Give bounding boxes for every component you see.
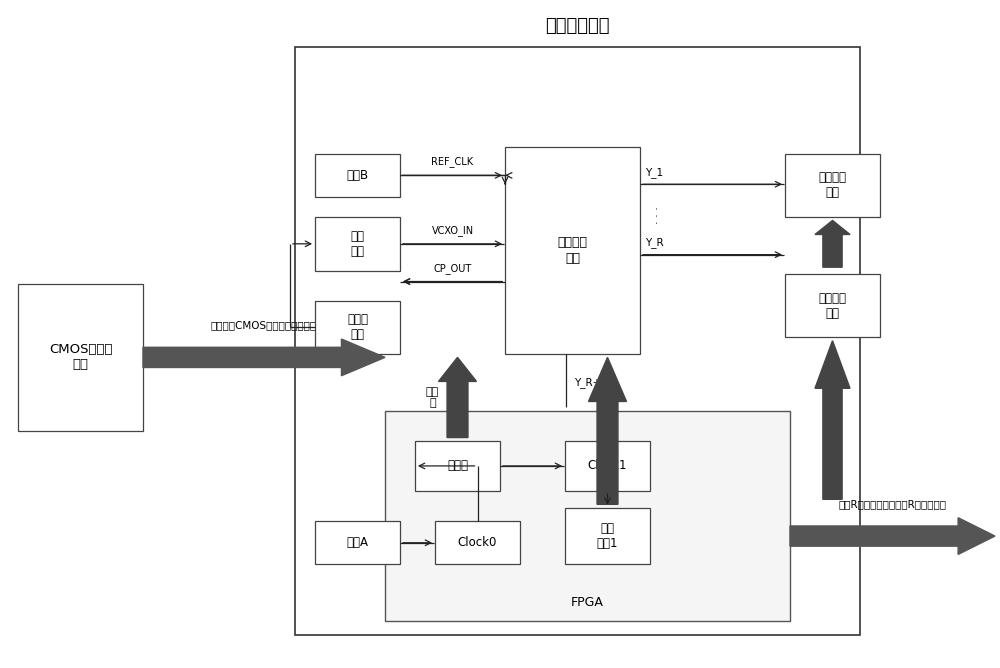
Bar (415, 441, 500, 491)
Polygon shape (790, 518, 995, 554)
Text: 接收来自CMOS传感器的图像数据: 接收来自CMOS传感器的图像数据 (211, 321, 317, 331)
Text: 配置字: 配置字 (447, 460, 468, 472)
Bar (785, 154, 880, 217)
Bar (385, 411, 790, 621)
Text: CP_OUT: CP_OUT (433, 263, 472, 274)
Text: Y_R+1: Y_R+1 (574, 377, 608, 388)
Text: 晶振A: 晶振A (347, 536, 368, 549)
Text: 时钟管理
芯片: 时钟管理 芯片 (558, 236, 588, 265)
Text: FPGA: FPGA (571, 597, 604, 609)
Text: Y_1: Y_1 (645, 166, 663, 178)
Text: 压控
晶振: 压控 晶振 (351, 230, 364, 258)
Bar (18, 284, 143, 431)
Bar (295, 47, 860, 635)
Bar (315, 521, 400, 564)
Text: 高速数传
芯片: 高速数传 芯片 (818, 172, 846, 199)
Polygon shape (588, 357, 626, 504)
Polygon shape (815, 341, 850, 500)
Bar (505, 147, 640, 354)
Text: Y_R: Y_R (645, 237, 664, 248)
Bar (315, 301, 400, 354)
Text: 环路滤
波器: 环路滤 波器 (347, 313, 368, 341)
Text: 数据
处理1: 数据 处理1 (597, 522, 618, 550)
Text: 高速数传
芯片: 高速数传 芯片 (818, 292, 846, 319)
Text: 配置
字: 配置 字 (426, 387, 439, 408)
Bar (315, 217, 400, 271)
Text: 晶振B: 晶振B (346, 169, 369, 182)
Text: Clock1: Clock1 (588, 460, 627, 472)
Bar (315, 154, 400, 197)
Text: · · ·: · · · (653, 206, 663, 224)
Bar (435, 521, 520, 564)
Bar (565, 508, 650, 564)
Polygon shape (815, 220, 850, 267)
Polygon shape (143, 339, 385, 375)
Polygon shape (438, 357, 477, 438)
Bar (565, 441, 650, 491)
Text: 同步时钟系统: 同步时钟系统 (545, 17, 610, 35)
Text: 输出R路同步数据信号给R个数传芯片: 输出R路同步数据信号给R个数传芯片 (839, 500, 947, 509)
Text: CMOS图像传
感器: CMOS图像传 感器 (49, 343, 112, 371)
Text: Clock0: Clock0 (458, 536, 497, 549)
Text: VCXO_IN: VCXO_IN (431, 226, 474, 236)
Text: REF_CLK: REF_CLK (431, 156, 474, 168)
Bar (785, 274, 880, 337)
